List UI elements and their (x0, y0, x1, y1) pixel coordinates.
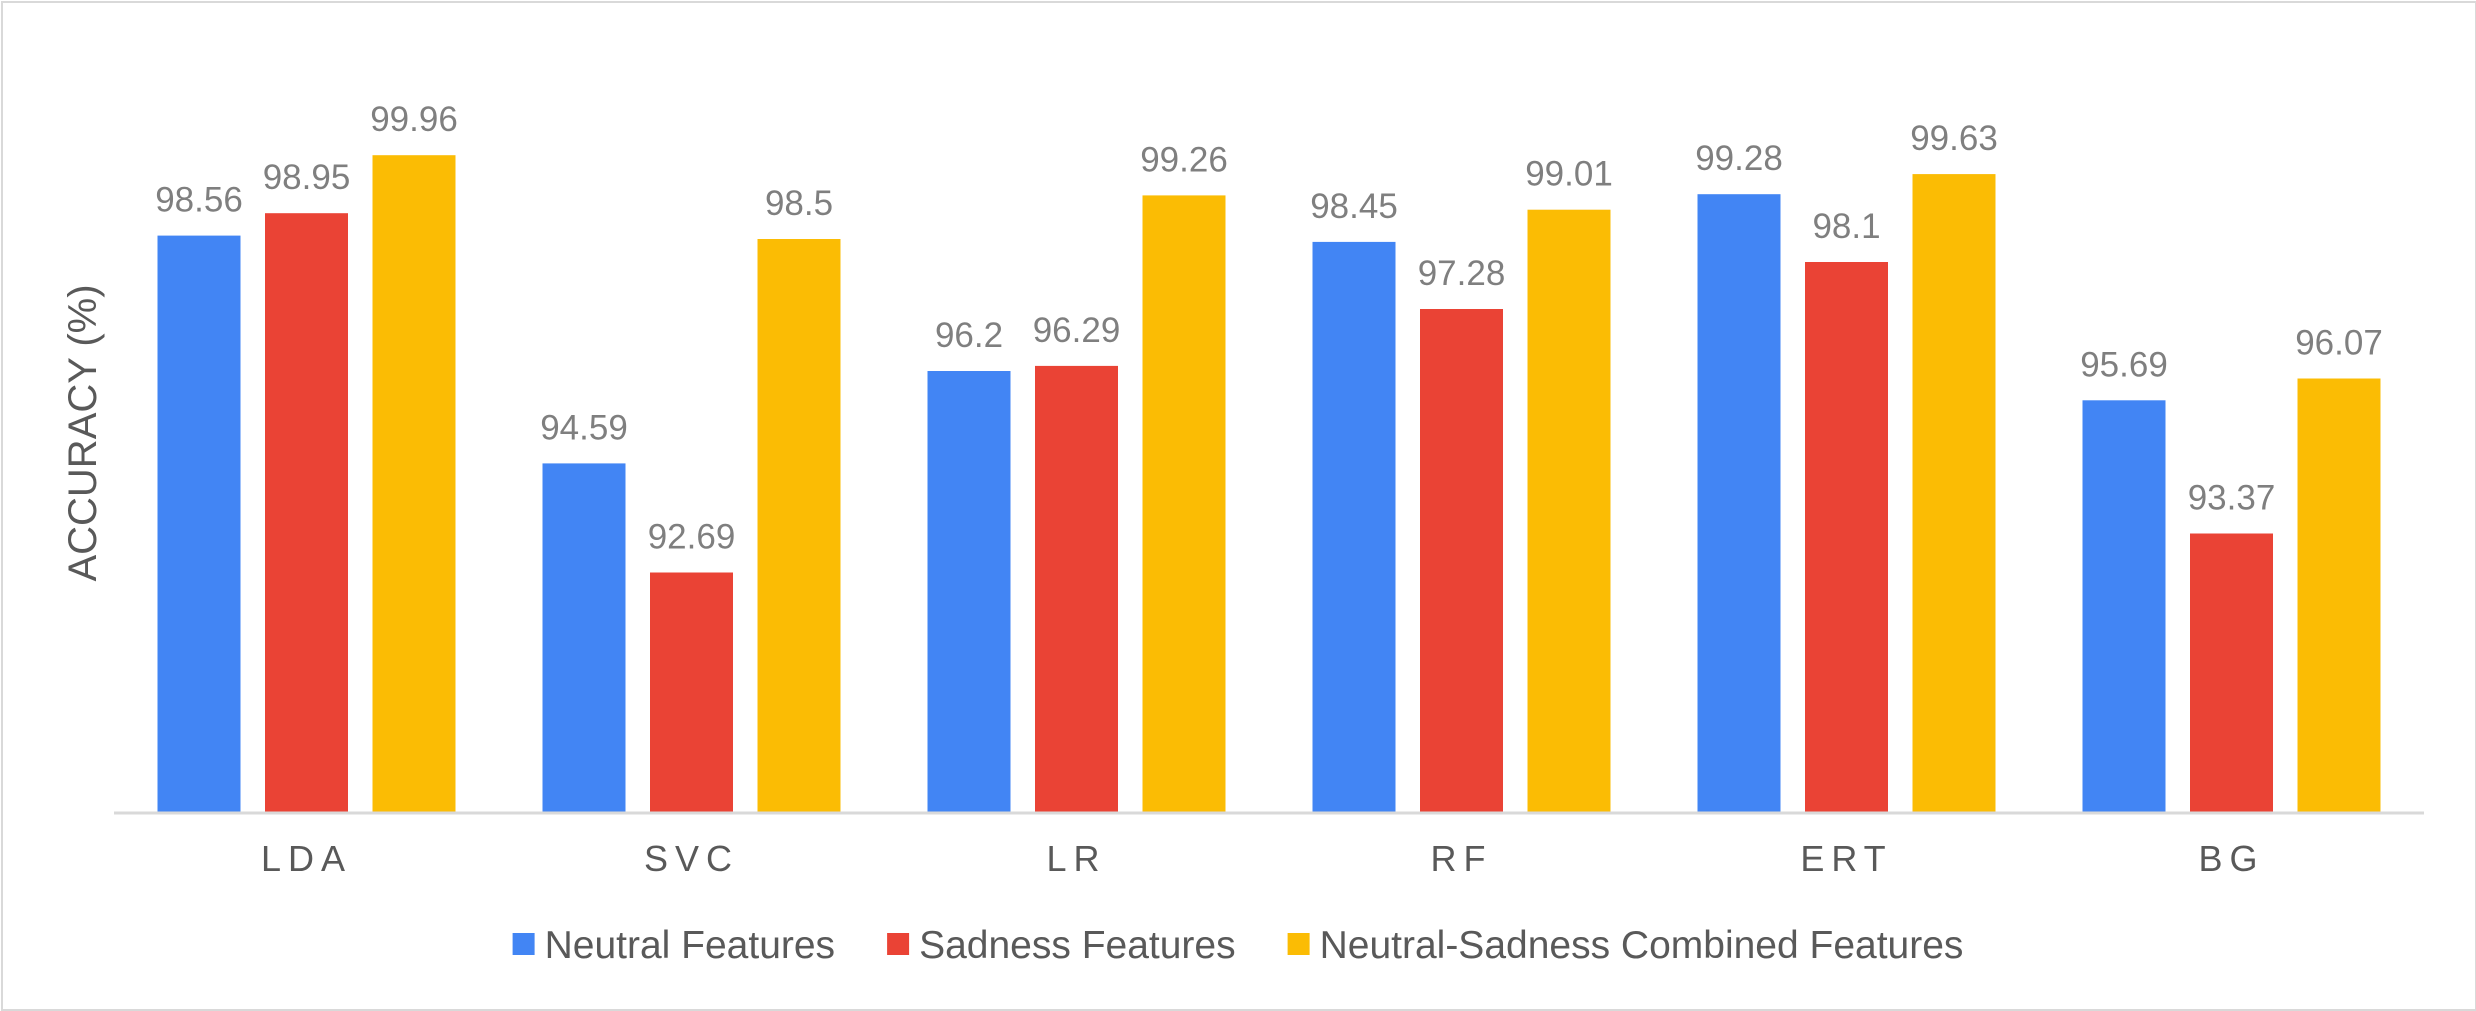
bar (1035, 365, 1118, 813)
data-label: 95.69 (2080, 345, 2168, 384)
legend-label: Neutral-Sadness Combined Features (1320, 924, 1964, 967)
data-label: 96.2 (935, 316, 1003, 355)
legend-label: Neutral Features (545, 924, 835, 967)
data-label: 98.1 (1812, 207, 1880, 246)
bar (1527, 209, 1611, 813)
bar (157, 235, 241, 814)
x-tick-label: BG (2198, 838, 2264, 879)
data-label: 97.28 (1418, 254, 1506, 293)
bar (927, 371, 1011, 813)
x-tick-label: LR (1046, 838, 1106, 879)
bar (2297, 378, 2381, 813)
x-tick-label: SVC (644, 838, 739, 879)
data-label: 99.01 (1525, 155, 1613, 194)
bar (2082, 400, 2166, 813)
bar (265, 213, 348, 813)
data-label: 98.45 (1310, 187, 1398, 226)
legend-label: Sadness Features (919, 924, 1236, 967)
bar (1312, 241, 1396, 813)
data-label: 98.56 (155, 181, 243, 220)
x-tick-label: RF (1431, 838, 1493, 879)
bar (1805, 262, 1888, 813)
x-tick-label: ERT (1800, 838, 1892, 879)
data-label: 99.63 (1910, 119, 1998, 158)
data-label: 99.96 (370, 100, 458, 139)
bar (757, 239, 841, 813)
data-label: 92.69 (648, 518, 736, 557)
bar (1697, 194, 1781, 813)
data-label: 96.29 (1033, 311, 1121, 350)
bar (1142, 195, 1226, 813)
data-label: 98.5 (765, 184, 833, 223)
data-label: 99.26 (1140, 140, 1228, 179)
bar (1420, 309, 1503, 813)
x-tick-label: LDA (261, 838, 352, 879)
data-label: 94.59 (540, 408, 628, 447)
y-axis-label: ACCURACY (%) (61, 284, 105, 581)
legend-swatch (1287, 933, 1310, 955)
legend-swatch (512, 933, 535, 955)
bar (650, 572, 733, 813)
bar (2190, 533, 2273, 813)
bar (1912, 174, 1996, 814)
data-label: 99.28 (1695, 139, 1783, 178)
legend-swatch (887, 933, 910, 955)
bar (372, 155, 456, 813)
bar (542, 463, 626, 813)
data-label: 93.37 (2188, 479, 2276, 518)
data-label: 98.95 (263, 158, 351, 197)
data-label: 96.07 (2295, 324, 2383, 363)
